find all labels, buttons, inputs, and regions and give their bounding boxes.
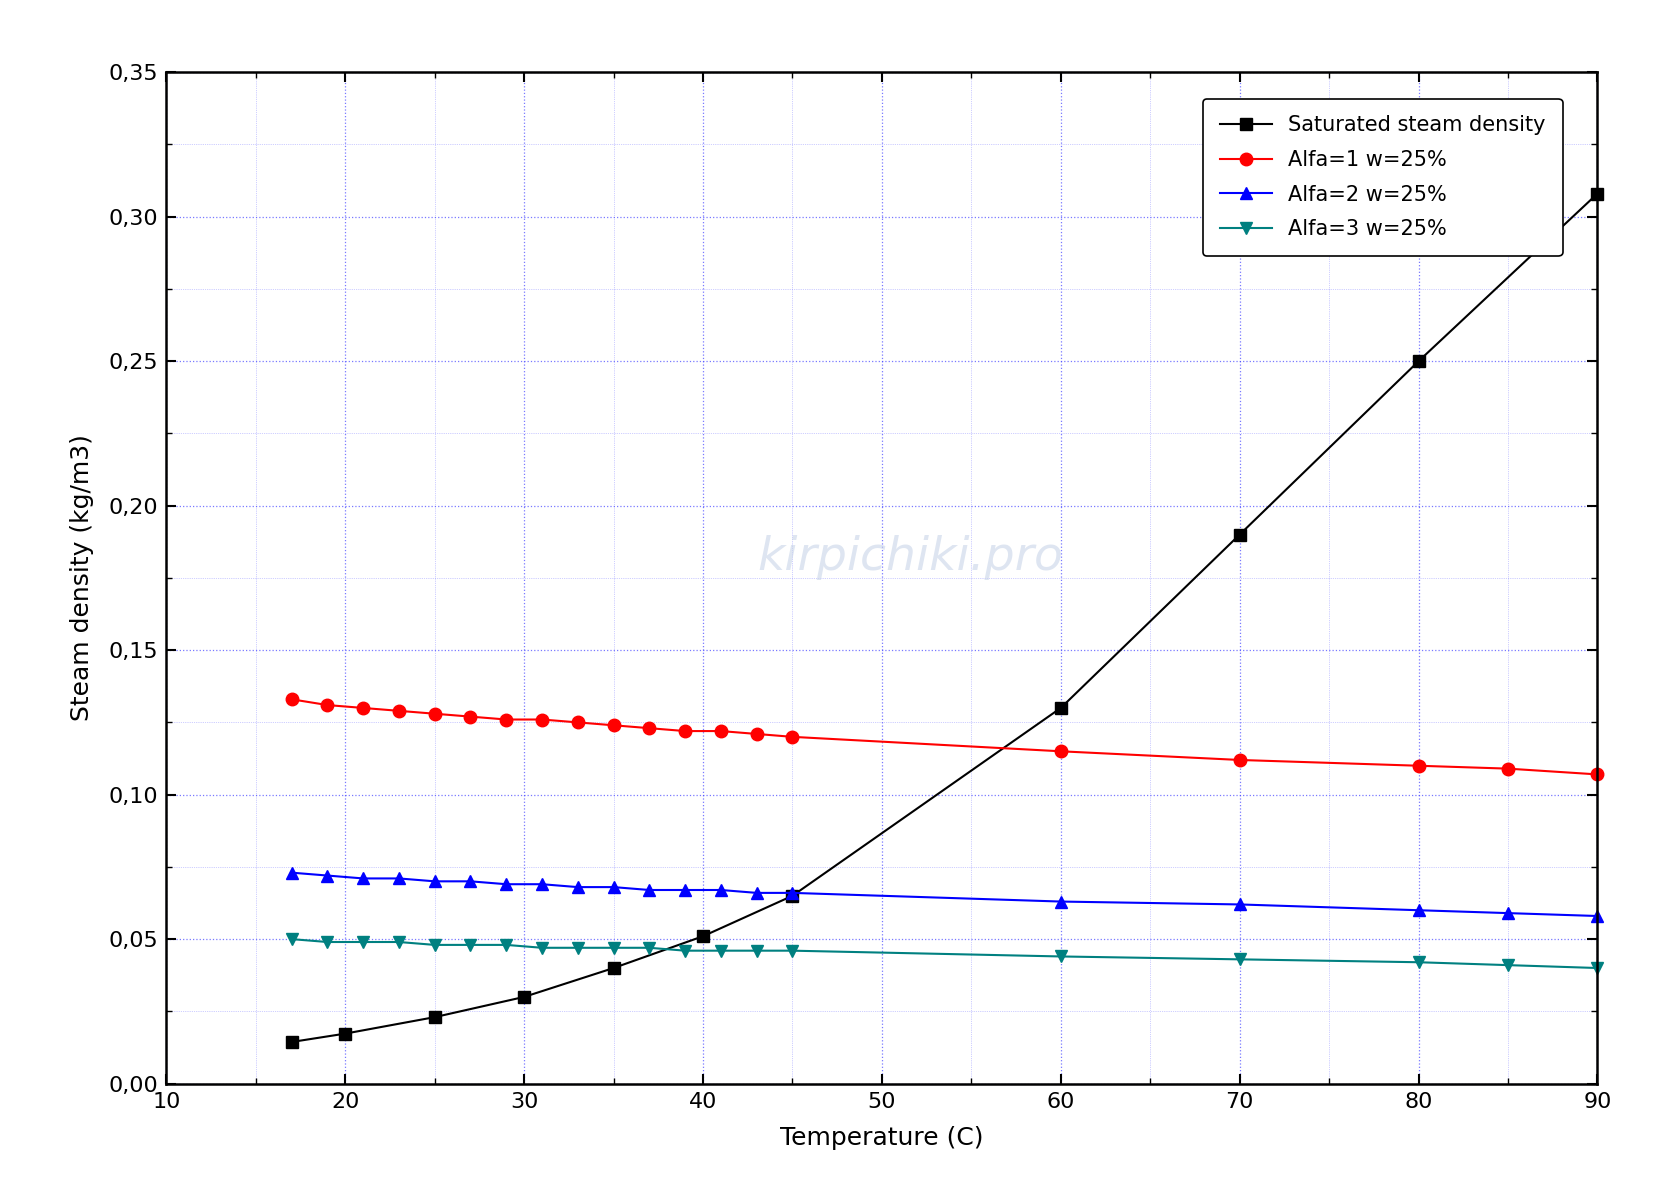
Alfa=3 w=25% — [1230, 952, 1250, 967]
Saturated steam density — [1230, 527, 1250, 542]
Saturated steam density — [604, 961, 624, 975]
Alfa=1 w=25% — [711, 724, 730, 738]
Saturated steam density — [281, 1034, 301, 1049]
Alfa=2 w=25% — [1052, 895, 1072, 909]
Saturated steam density — [1052, 701, 1072, 715]
Saturated steam density — [1587, 187, 1607, 201]
Alfa=2 w=25% — [639, 883, 659, 897]
Alfa=1 w=25% — [676, 724, 696, 738]
Alfa=3 w=25% — [1409, 955, 1429, 969]
Alfa=2 w=25% — [567, 880, 587, 895]
Alfa=2 w=25% — [281, 866, 301, 880]
Alfa=2 w=25% — [604, 880, 624, 895]
Line: Saturated steam density: Saturated steam density — [286, 188, 1602, 1047]
Saturated steam density — [336, 1026, 356, 1040]
Alfa=1 w=25% — [1587, 767, 1607, 781]
Alfa=1 w=25% — [389, 703, 409, 718]
Alfa=3 w=25% — [424, 938, 444, 952]
Alfa=3 w=25% — [1498, 958, 1518, 973]
Alfa=3 w=25% — [353, 934, 373, 949]
Alfa=3 w=25% — [639, 940, 659, 955]
Alfa=2 w=25% — [318, 868, 338, 883]
Saturated steam density — [514, 990, 534, 1004]
Alfa=2 w=25% — [496, 877, 516, 891]
Alfa=2 w=25% — [424, 874, 444, 889]
Alfa=3 w=25% — [604, 940, 624, 955]
Alfa=2 w=25% — [782, 886, 802, 901]
Saturated steam density — [424, 1010, 444, 1025]
Alfa=3 w=25% — [567, 940, 587, 955]
Legend: Saturated steam density, Alfa=1 w=25%, Alfa=2 w=25%, Alfa=3 w=25%: Saturated steam density, Alfa=1 w=25%, A… — [1203, 99, 1562, 255]
Alfa=2 w=25% — [353, 872, 373, 886]
Alfa=1 w=25% — [747, 727, 767, 742]
Line: Alfa=3 w=25%: Alfa=3 w=25% — [285, 933, 1604, 974]
Alfa=2 w=25% — [461, 874, 481, 889]
Alfa=1 w=25% — [461, 709, 481, 724]
Alfa=1 w=25% — [604, 718, 624, 732]
Alfa=1 w=25% — [1052, 744, 1072, 759]
Alfa=3 w=25% — [281, 932, 301, 946]
Line: Alfa=2 w=25%: Alfa=2 w=25% — [285, 867, 1604, 922]
Alfa=1 w=25% — [424, 707, 444, 721]
Text: kirpichiki.pro: kirpichiki.pro — [757, 536, 1063, 580]
Alfa=3 w=25% — [747, 944, 767, 958]
Alfa=1 w=25% — [496, 713, 516, 727]
Alfa=2 w=25% — [1230, 897, 1250, 911]
Alfa=3 w=25% — [782, 944, 802, 958]
Alfa=1 w=25% — [281, 692, 301, 707]
Saturated steam density — [782, 889, 802, 903]
Alfa=1 w=25% — [1409, 759, 1429, 773]
Alfa=1 w=25% — [1498, 761, 1518, 775]
Alfa=2 w=25% — [747, 886, 767, 901]
Alfa=2 w=25% — [676, 883, 696, 897]
Alfa=1 w=25% — [353, 701, 373, 715]
Alfa=2 w=25% — [711, 883, 730, 897]
Alfa=2 w=25% — [1409, 903, 1429, 917]
Alfa=3 w=25% — [496, 938, 516, 952]
Alfa=2 w=25% — [1587, 909, 1607, 923]
Alfa=3 w=25% — [461, 938, 481, 952]
Saturated steam density — [1409, 354, 1429, 368]
Alfa=2 w=25% — [532, 877, 552, 891]
Alfa=3 w=25% — [389, 934, 409, 949]
X-axis label: Temperature (C): Temperature (C) — [780, 1126, 983, 1150]
Alfa=3 w=25% — [532, 940, 552, 955]
Y-axis label: Steam density (kg/m3): Steam density (kg/m3) — [70, 435, 95, 721]
Alfa=3 w=25% — [318, 934, 338, 949]
Alfa=1 w=25% — [782, 730, 802, 744]
Alfa=3 w=25% — [676, 944, 696, 958]
Alfa=3 w=25% — [1052, 949, 1072, 963]
Alfa=1 w=25% — [1230, 752, 1250, 767]
Alfa=2 w=25% — [1498, 905, 1518, 920]
Alfa=1 w=25% — [567, 715, 587, 730]
Saturated steam density — [694, 929, 714, 944]
Alfa=1 w=25% — [532, 713, 552, 727]
Alfa=1 w=25% — [318, 698, 338, 713]
Line: Alfa=1 w=25%: Alfa=1 w=25% — [285, 694, 1604, 780]
Alfa=1 w=25% — [639, 721, 659, 736]
Alfa=3 w=25% — [1587, 961, 1607, 975]
Alfa=3 w=25% — [711, 944, 730, 958]
Alfa=2 w=25% — [389, 872, 409, 886]
